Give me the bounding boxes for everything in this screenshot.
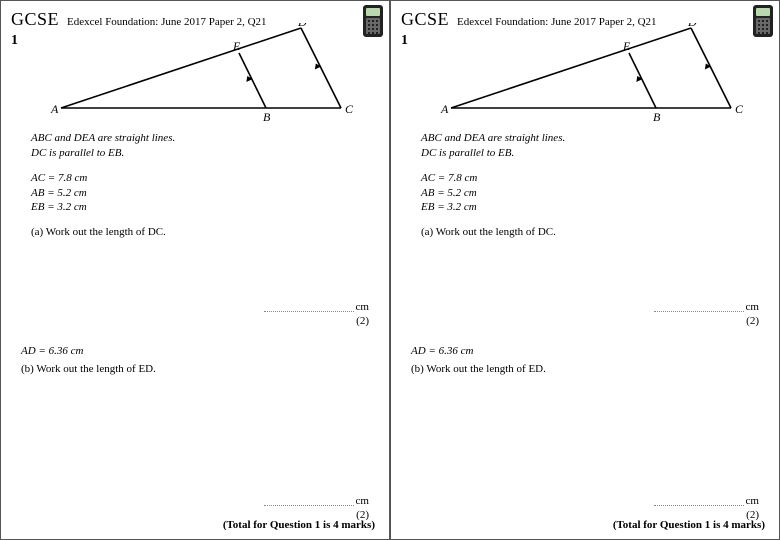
marks-a: (2) [356, 315, 369, 327]
unit-cm: cm [356, 495, 369, 507]
question-body: ABC and DEA are straight lines. DC is pa… [421, 131, 759, 250]
question-card-left: GCSE Edexcel Foundation: June 2017 Paper… [0, 0, 390, 540]
given-eb: EB = 3.2 cm [421, 200, 759, 215]
calculator-icon [363, 5, 383, 37]
svg-text:E: E [232, 39, 241, 53]
svg-text:A: A [440, 102, 449, 116]
given-ad: AD = 6.36 cm [411, 345, 473, 357]
part-b-prompt: (b) Work out the length of ED. [21, 363, 156, 375]
given-ab: AB = 5.2 cm [31, 186, 369, 201]
unit-cm: cm [746, 301, 759, 313]
total-marks: (Total for Question 1 is 4 marks) [223, 519, 375, 531]
given-ab: AB = 5.2 cm [421, 186, 759, 201]
given-ac: AC = 7.8 cm [421, 171, 759, 186]
svg-text:E: E [622, 39, 631, 53]
given-ac: AC = 7.8 cm [31, 171, 369, 186]
given-line-2: DC is parallel to EB. [31, 147, 124, 159]
svg-text:C: C [735, 102, 744, 116]
part-a-prompt: (a) Work out the length of DC. [421, 225, 759, 240]
svg-text:C: C [345, 102, 354, 116]
svg-text:B: B [653, 110, 661, 123]
triangle-diagram: A B C D E [41, 23, 361, 123]
marks-a: (2) [746, 315, 759, 327]
question-number: 1 [11, 33, 18, 49]
given-line-2: DC is parallel to EB. [421, 147, 514, 159]
triangle-diagram: A B C D E [431, 23, 751, 123]
total-marks: (Total for Question 1 is 4 marks) [613, 519, 765, 531]
given-eb: EB = 3.2 cm [31, 200, 369, 215]
answer-line-a: cm [654, 301, 759, 313]
svg-text:A: A [50, 102, 59, 116]
given-ad: AD = 6.36 cm [21, 345, 83, 357]
part-b-prompt: (b) Work out the length of ED. [411, 363, 546, 375]
part-a-prompt: (a) Work out the length of DC. [31, 225, 369, 240]
unit-cm: cm [356, 301, 369, 313]
answer-line-b: cm [264, 495, 369, 507]
question-card-right: GCSE Edexcel Foundation: June 2017 Paper… [390, 0, 780, 540]
question-number: 1 [401, 33, 408, 49]
given-line-1: ABC and DEA are straight lines. [421, 132, 565, 144]
answer-line-b: cm [654, 495, 759, 507]
answer-line-a: cm [264, 301, 369, 313]
unit-cm: cm [746, 495, 759, 507]
svg-text:D: D [297, 23, 307, 29]
svg-text:D: D [687, 23, 697, 29]
given-line-1: ABC and DEA are straight lines. [31, 132, 175, 144]
svg-text:B: B [263, 110, 271, 123]
calculator-icon [753, 5, 773, 37]
question-body: ABC and DEA are straight lines. DC is pa… [31, 131, 369, 250]
